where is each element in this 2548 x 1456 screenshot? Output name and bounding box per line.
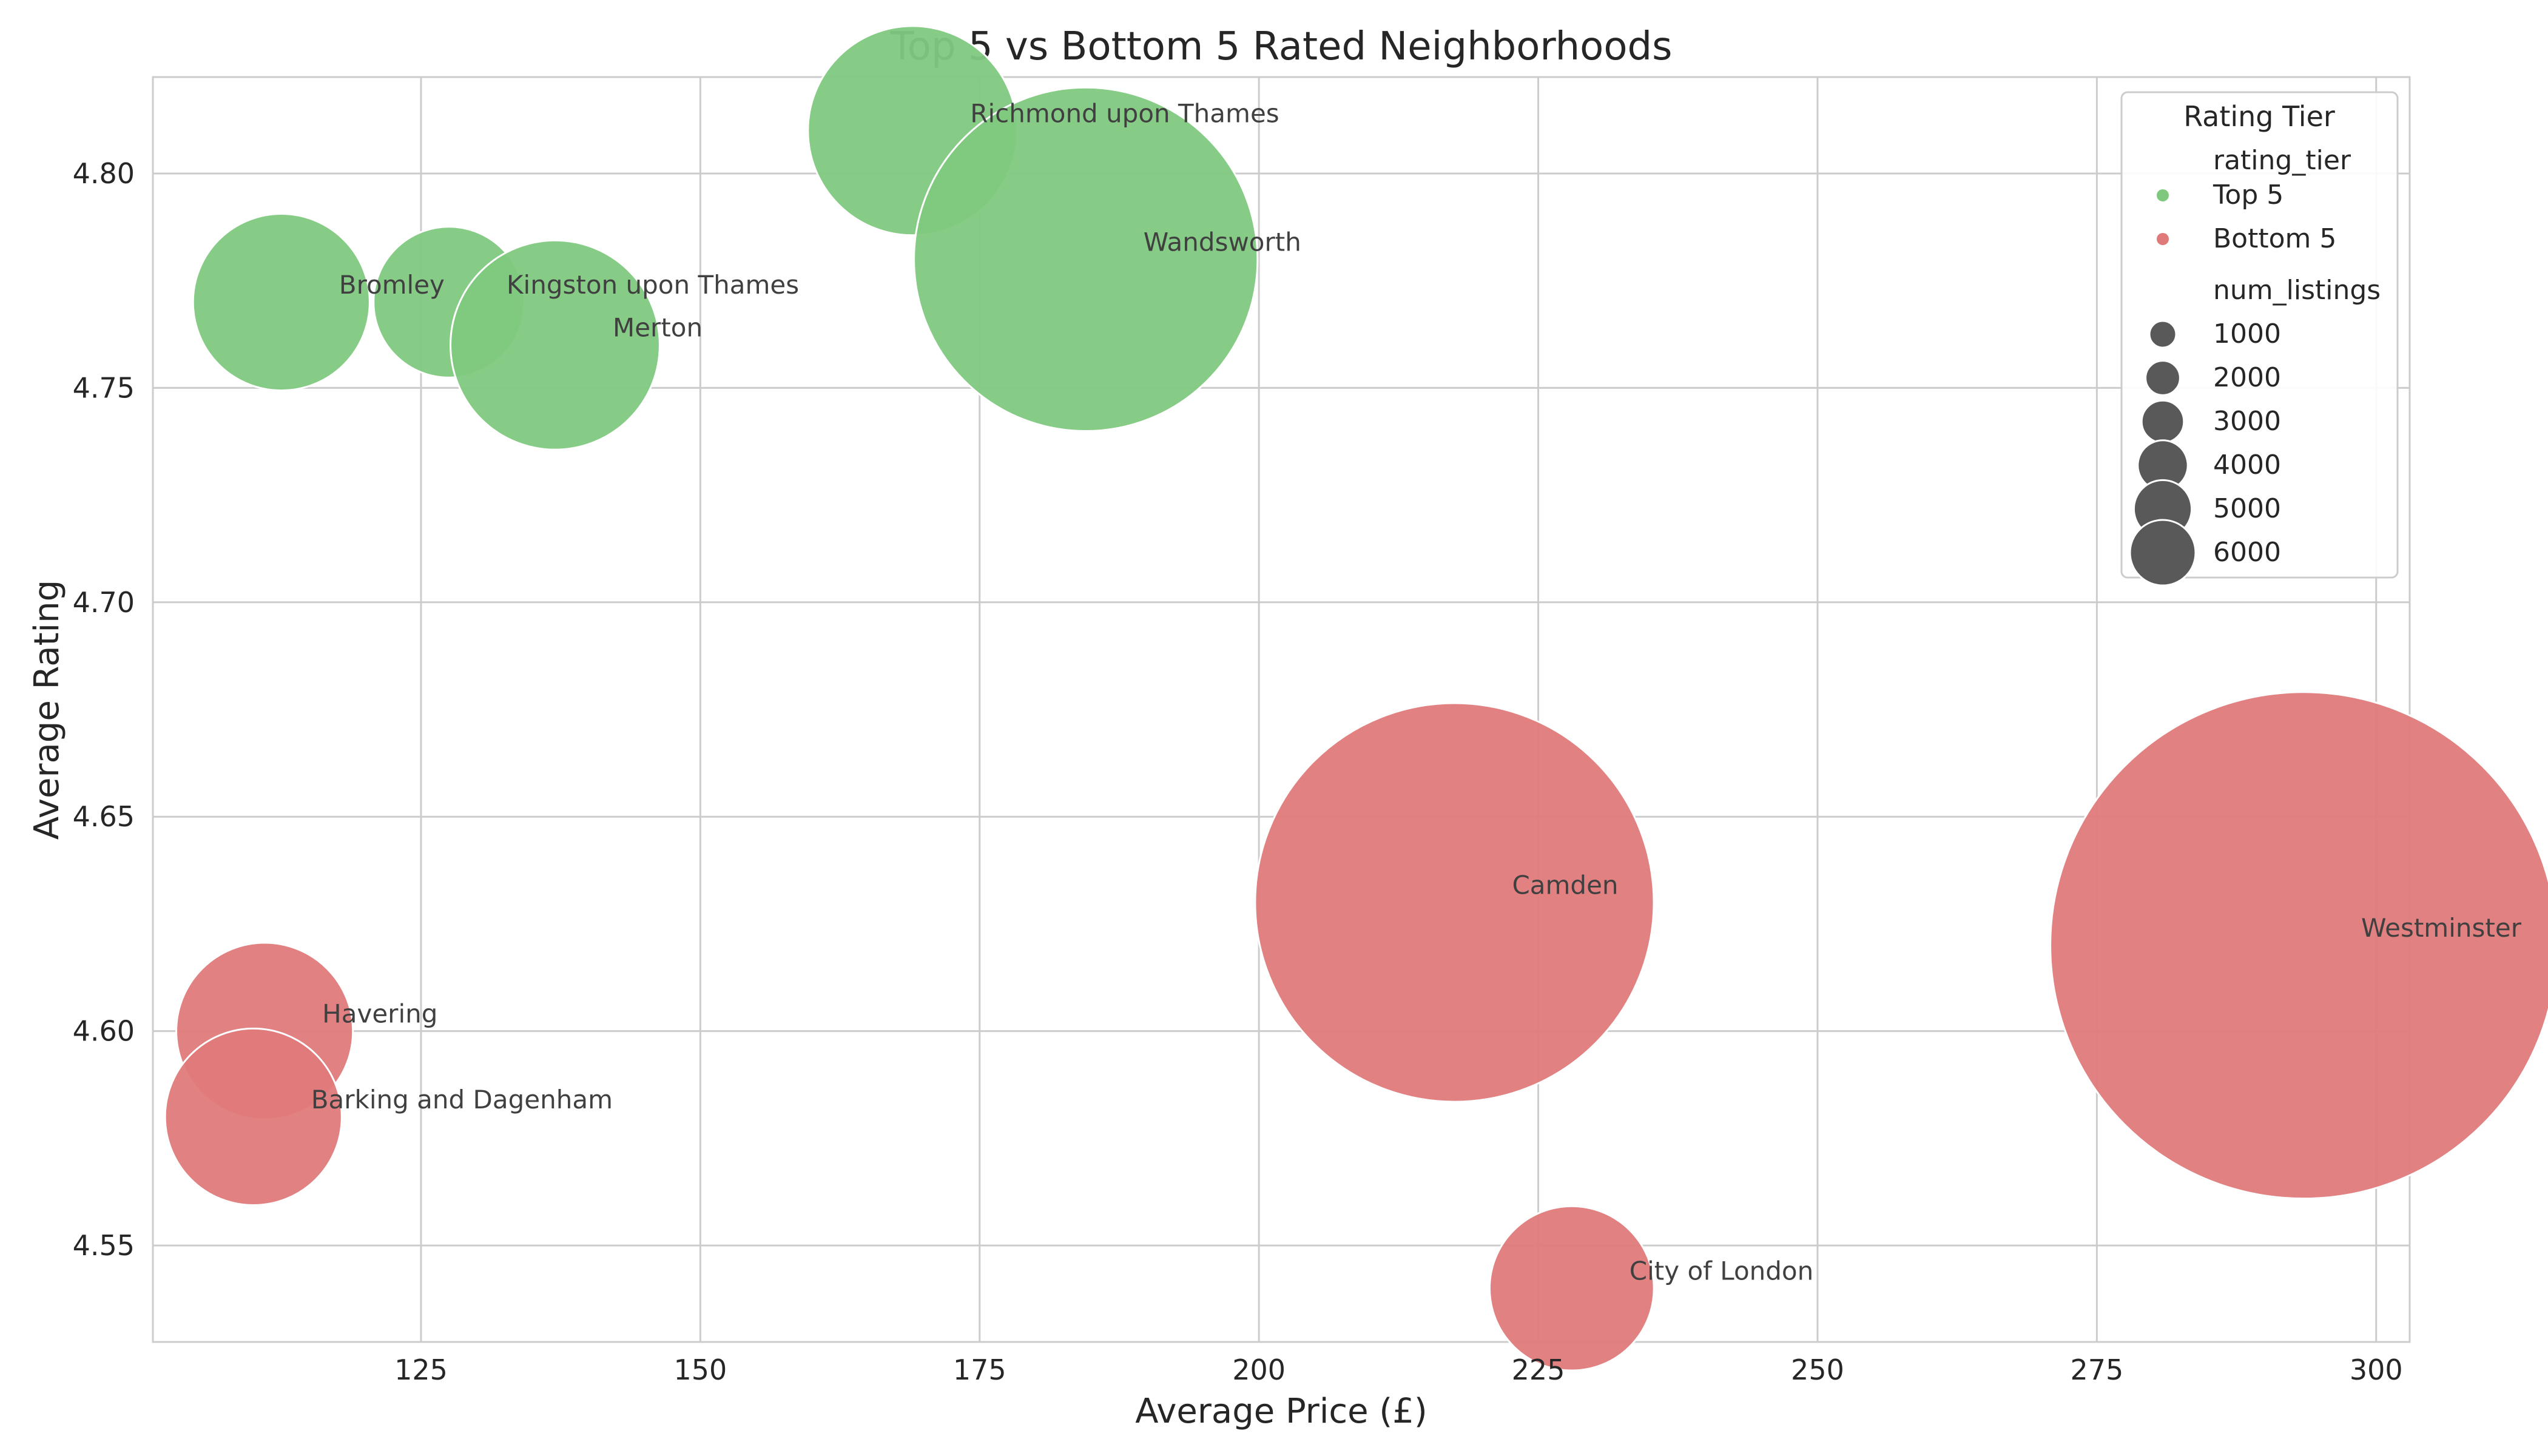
x-tick-label: 275 xyxy=(2070,1353,2123,1386)
x-tick-label: 300 xyxy=(2350,1353,2403,1386)
x-tick-label: 175 xyxy=(953,1353,1006,1386)
legend-size-header: num_listings xyxy=(2213,275,2381,306)
point-label: Camden xyxy=(1512,871,1618,900)
y-tick-label: 4.60 xyxy=(73,1015,135,1048)
point-label: Havering xyxy=(322,999,437,1029)
x-axis-label: Average Price (£) xyxy=(1135,1392,1427,1431)
y-axis-label: Average Rating xyxy=(27,580,67,840)
point-label: Richmond upon Thames xyxy=(970,98,1279,128)
y-tick-label: 4.70 xyxy=(73,586,135,619)
x-tick-label: 125 xyxy=(394,1353,448,1386)
point-label: Westminster xyxy=(2361,913,2522,943)
legend-hue-label: Bottom 5 xyxy=(2213,223,2336,254)
y-tick-label: 4.55 xyxy=(73,1229,135,1262)
legend-size-label: 5000 xyxy=(2213,493,2281,524)
legend-size-marker xyxy=(2148,320,2177,349)
data-point xyxy=(164,1027,343,1207)
data-point xyxy=(450,239,661,451)
legend-box xyxy=(2120,91,2399,579)
y-tick-label: 4.80 xyxy=(73,157,135,190)
legend-hue-entries: Top 5 Bottom 5 xyxy=(2157,180,2336,254)
legend-size-entries: 1000 2000 3000 4000 5000 6000 xyxy=(2129,318,2281,587)
legend-hue-marker xyxy=(2157,189,2169,201)
data-point xyxy=(1488,1205,1655,1372)
legend-size-marker xyxy=(2140,399,2185,444)
point-label: Wandsworth xyxy=(1144,227,1301,257)
x-tick-label: 225 xyxy=(1512,1353,1565,1386)
y-axis-ticks: 4.55 4.60 4.65 4.70 4.75 4.80 xyxy=(73,157,135,1262)
legend: Rating Tier rating_tier Top 5 Bottom 5 nu… xyxy=(2120,91,2399,587)
legend-size-label: 1000 xyxy=(2213,318,2281,349)
legend-hue-header: rating_tier xyxy=(2213,145,2351,176)
x-axis-ticks: 125 150 175 200 225 250 275 300 xyxy=(394,1353,2403,1386)
y-tick-label: 4.65 xyxy=(73,800,135,833)
data-point xyxy=(192,212,371,392)
data-point xyxy=(1254,702,1655,1103)
plot-frame xyxy=(152,76,2411,1343)
x-tick-label: 250 xyxy=(1791,1353,1844,1386)
legend-title: Rating Tier xyxy=(2183,100,2335,133)
point-label: City of London xyxy=(1630,1256,1813,1286)
x-tick-label: 200 xyxy=(1232,1353,1286,1386)
point-labels: Richmond upon Thames Wandsworth Bromley Kin… xyxy=(311,98,2522,1286)
legend-size-marker xyxy=(2129,519,2197,587)
point-label: Barking and Dagenham xyxy=(311,1085,613,1114)
legend-hue-marker xyxy=(2157,233,2169,245)
data-point xyxy=(913,86,1259,433)
legend-size-marker xyxy=(2145,360,2181,396)
legend-size-label: 2000 xyxy=(2213,362,2281,393)
data-point xyxy=(2049,691,2548,1200)
point-label: Kingston upon Thames xyxy=(507,270,799,300)
chart-title: Top 5 vs Bottom 5 Rated Neighborhoods xyxy=(890,24,1673,69)
legend-size-label: 3000 xyxy=(2213,406,2281,437)
plot-area: Richmond upon Thames Wandsworth Bromley Kin… xyxy=(152,25,2548,1372)
x-tick-label: 150 xyxy=(673,1353,727,1386)
point-label: Bromley xyxy=(339,270,445,300)
legend-hue-label: Top 5 xyxy=(2213,180,2283,211)
legend-size-label: 6000 xyxy=(2213,537,2281,568)
legend-size-label: 4000 xyxy=(2213,450,2281,480)
point-label: Merton xyxy=(613,313,703,343)
y-tick-label: 4.75 xyxy=(73,371,135,404)
data-points xyxy=(164,25,2548,1372)
